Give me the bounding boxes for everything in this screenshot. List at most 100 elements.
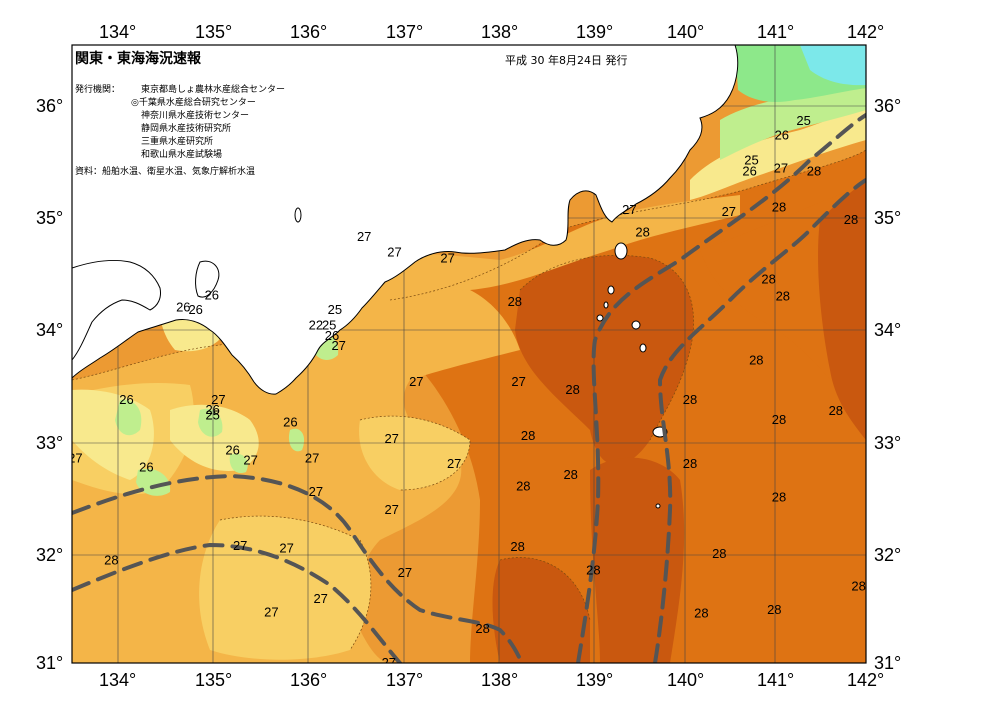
lon-label-135-top: 135°: [195, 22, 232, 42]
isotherm-label: 26: [742, 164, 756, 179]
zone-28-deep-east: [818, 180, 866, 440]
kuroshio-axis: [72, 113, 866, 663]
issuer-4: 静岡県水産技術研究所: [141, 122, 231, 134]
isotherm-label: 28: [586, 563, 600, 578]
lat-label-32-left: 32°: [36, 545, 63, 565]
isotherm-label: 28: [829, 403, 843, 418]
lon-label-140-bottom: 140°: [667, 670, 704, 690]
lon-label-138-top: 138°: [481, 22, 518, 42]
isotherm-label: 26: [775, 128, 789, 143]
lon-label-134-top: 134°: [99, 22, 136, 42]
lat-label-33-right: 33°: [874, 433, 901, 453]
lon-label-137-top: 137°: [386, 22, 423, 42]
isotherm-label: 28: [776, 289, 790, 304]
lat-label-33-left: 33°: [36, 433, 63, 453]
lat-label-36-left: 36°: [36, 96, 63, 116]
isotherm-label: 28: [694, 605, 708, 620]
isotherm-label: 26: [225, 443, 239, 458]
isotherm-label: 27: [409, 374, 423, 389]
isotherm-label: 27: [243, 453, 257, 468]
isotherm-label: 27: [387, 245, 401, 260]
land-kozushima: [596, 314, 604, 322]
land-niijima: [603, 301, 609, 309]
page-title: 関東・東海海況速報: [75, 50, 202, 67]
lon-label-140-top: 140°: [667, 22, 704, 42]
isotherm-label: 27: [264, 604, 278, 619]
isotherm-label: 25: [328, 302, 342, 317]
left-latitude-labels: 36° 35° 34° 33° 32° 31°: [36, 96, 63, 673]
lat-label-35-left: 35°: [36, 208, 63, 228]
zone-27-coast: [355, 195, 740, 291]
isotherm-label: 27: [722, 204, 736, 219]
lat-label-31-left: 31°: [36, 653, 63, 673]
zone-25-shima: [288, 428, 305, 452]
isotherm-label: 27: [331, 338, 345, 353]
lat-label-35-right: 35°: [874, 208, 901, 228]
lon-label-141-top: 141°: [757, 22, 794, 42]
land-aogashima: [655, 503, 661, 509]
isotherm-label: 28: [772, 490, 786, 505]
isotherm-label: 26: [119, 392, 133, 407]
isotherm-label: 28: [565, 382, 579, 397]
isotherm-label: 26: [283, 414, 297, 429]
isotherm-label: 27: [279, 540, 293, 555]
lat-label-36-right: 36°: [874, 96, 901, 116]
lon-label-134-bottom: 134°: [99, 670, 136, 690]
isotherm-label: 28: [563, 467, 577, 482]
isotherm-label: 28: [475, 621, 489, 636]
isotherm-label: 27: [382, 655, 396, 670]
lat-label-31-right: 31°: [874, 653, 901, 673]
isotherm-label: 25: [322, 318, 336, 333]
isotherm-label: 26: [205, 402, 219, 417]
isotherm-label: 28: [683, 456, 697, 471]
isotherm-label: 28: [772, 412, 786, 427]
isotherm-label: 28: [516, 478, 530, 493]
isotherm-label: 27: [447, 456, 461, 471]
issuer-5: 三重県水産研究所: [141, 135, 213, 147]
issuers-label: 発行機関：: [75, 83, 120, 95]
isotherm-label: 27: [622, 202, 636, 217]
isotherm-label: 28: [508, 294, 522, 309]
isotherm-label: 27: [211, 392, 225, 407]
lon-label-139-bottom: 139°: [576, 670, 613, 690]
zone-27-light-3: [359, 416, 470, 490]
lon-label-136-top: 136°: [290, 22, 327, 42]
isotherm-label: 27: [774, 160, 788, 175]
lat-label-34-right: 34°: [874, 320, 901, 340]
isotherm-label: 28: [104, 553, 118, 568]
land-mikurajima: [639, 343, 647, 353]
zone-25-kii-4: [229, 453, 248, 474]
isotherm-label: 27: [384, 502, 398, 517]
isotherm-label: 27: [233, 538, 247, 553]
isotherm-label: 28: [521, 428, 535, 443]
lon-label-139-top: 139°: [576, 22, 613, 42]
isotherm-label: 28: [844, 212, 858, 227]
isotherm-label: 26: [176, 300, 190, 315]
zone-25-kii: [115, 399, 142, 436]
land-miyakejima: [631, 320, 641, 330]
isotherm-label: 28: [761, 272, 775, 287]
issuer-6: 和歌山県水産試験場: [141, 148, 222, 160]
zone-28-deep: [515, 255, 694, 465]
lat-label-34-left: 34°: [36, 320, 63, 340]
lon-label-135-bottom: 135°: [195, 670, 232, 690]
isotherm-label: 28: [635, 224, 649, 239]
lon-label-142-bottom: 142°: [847, 670, 884, 690]
zone-26-east: [690, 105, 866, 200]
isotherm-label: 22: [309, 318, 323, 333]
data-source: 資料：船舶水温、衛星水温、気象庁解析水温: [75, 165, 255, 177]
isotherm-label: 26: [205, 287, 219, 302]
isotherm-label: 26: [188, 302, 202, 317]
isotherm-label: 27: [440, 250, 454, 265]
map-frame: [71, 44, 867, 664]
isotherm-label: 27: [309, 484, 323, 499]
isotherm-label: 27: [305, 450, 319, 465]
issue-date: 平成 30 年8月24日 発行: [505, 53, 627, 67]
land-honshu: [72, 45, 739, 395]
isotherm-label: 28: [683, 392, 697, 407]
isotherm-label: 27: [511, 374, 525, 389]
zone-28-deep-sw: [492, 557, 590, 663]
isotherm-label: 27: [313, 591, 327, 606]
